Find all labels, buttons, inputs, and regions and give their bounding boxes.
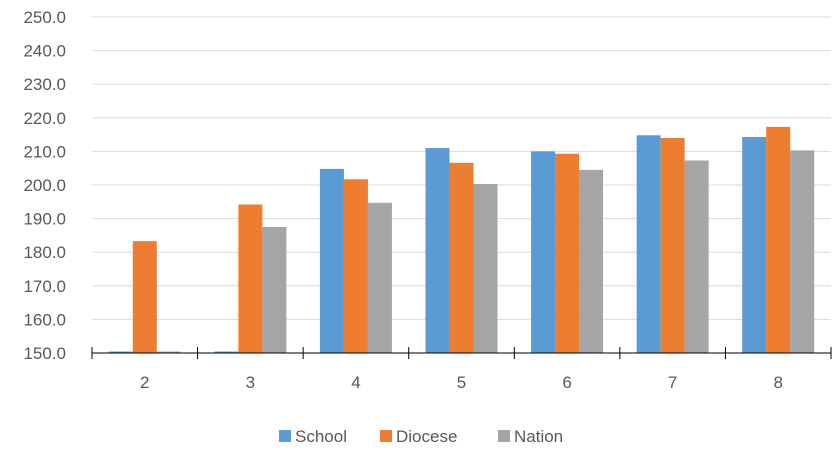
y-tick-label: 180.0 <box>23 243 66 262</box>
legend-label-diocese: Diocese <box>396 427 457 446</box>
bar-nation-7 <box>684 160 709 353</box>
bar-diocese-2 <box>132 241 157 353</box>
y-tick-label: 230.0 <box>23 75 66 94</box>
x-axis <box>91 347 832 359</box>
bar-nation-3 <box>262 227 287 353</box>
bar-diocese-6 <box>555 153 580 353</box>
legend: School Diocese Nation <box>279 427 563 446</box>
x-tick-label: 7 <box>668 373 677 392</box>
y-tick-label: 160.0 <box>23 310 66 329</box>
bar-school-5 <box>425 148 450 353</box>
bars <box>108 126 815 353</box>
legend-label-nation: Nation <box>514 427 563 446</box>
legend-swatch-nation <box>498 430 510 442</box>
x-tick-label: 4 <box>351 373 360 392</box>
y-tick-label: 220.0 <box>23 109 66 128</box>
x-tick-label: 6 <box>562 373 571 392</box>
bar-school-4 <box>319 168 344 353</box>
bar-school-6 <box>531 151 556 353</box>
bar-nation-4 <box>367 202 392 353</box>
bar-diocese-4 <box>343 179 368 353</box>
y-tick-label: 210.0 <box>23 142 66 161</box>
y-tick-label: 170.0 <box>23 277 66 296</box>
x-tick-label: 5 <box>457 373 466 392</box>
legend-swatch-diocese <box>380 430 392 442</box>
bar-diocese-3 <box>238 204 263 353</box>
bar-nation-8 <box>790 150 815 353</box>
bar-diocese-8 <box>766 126 791 353</box>
bar-school-7 <box>636 135 661 353</box>
y-axis-tick-labels: 150.0 160.0 170.0 180.0 190.0 200.0 210.0 220.0… <box>23 8 66 363</box>
y-tick-label: 190.0 <box>23 210 66 229</box>
y-tick-label: 150.0 <box>23 344 66 363</box>
bar-school-8 <box>742 136 767 353</box>
bar-diocese-5 <box>449 162 474 353</box>
bar-nation-5 <box>473 183 498 353</box>
bar-school-2 <box>108 351 133 353</box>
legend-swatch-school <box>279 430 291 442</box>
x-axis-tick-labels: 2 3 4 5 6 7 8 <box>140 373 783 392</box>
x-tick-label: 8 <box>773 373 782 392</box>
y-tick-label: 250.0 <box>23 8 66 27</box>
y-tick-label: 240.0 <box>23 42 66 61</box>
x-tick-label: 3 <box>246 373 255 392</box>
x-tick-label: 2 <box>140 373 149 392</box>
legend-label-school: School <box>295 427 347 446</box>
bar-nation-6 <box>579 169 604 353</box>
bar-school-3 <box>214 351 239 353</box>
bar-diocese-7 <box>660 137 685 353</box>
bar-nation-2 <box>156 351 181 353</box>
y-tick-label: 200.0 <box>23 176 66 195</box>
